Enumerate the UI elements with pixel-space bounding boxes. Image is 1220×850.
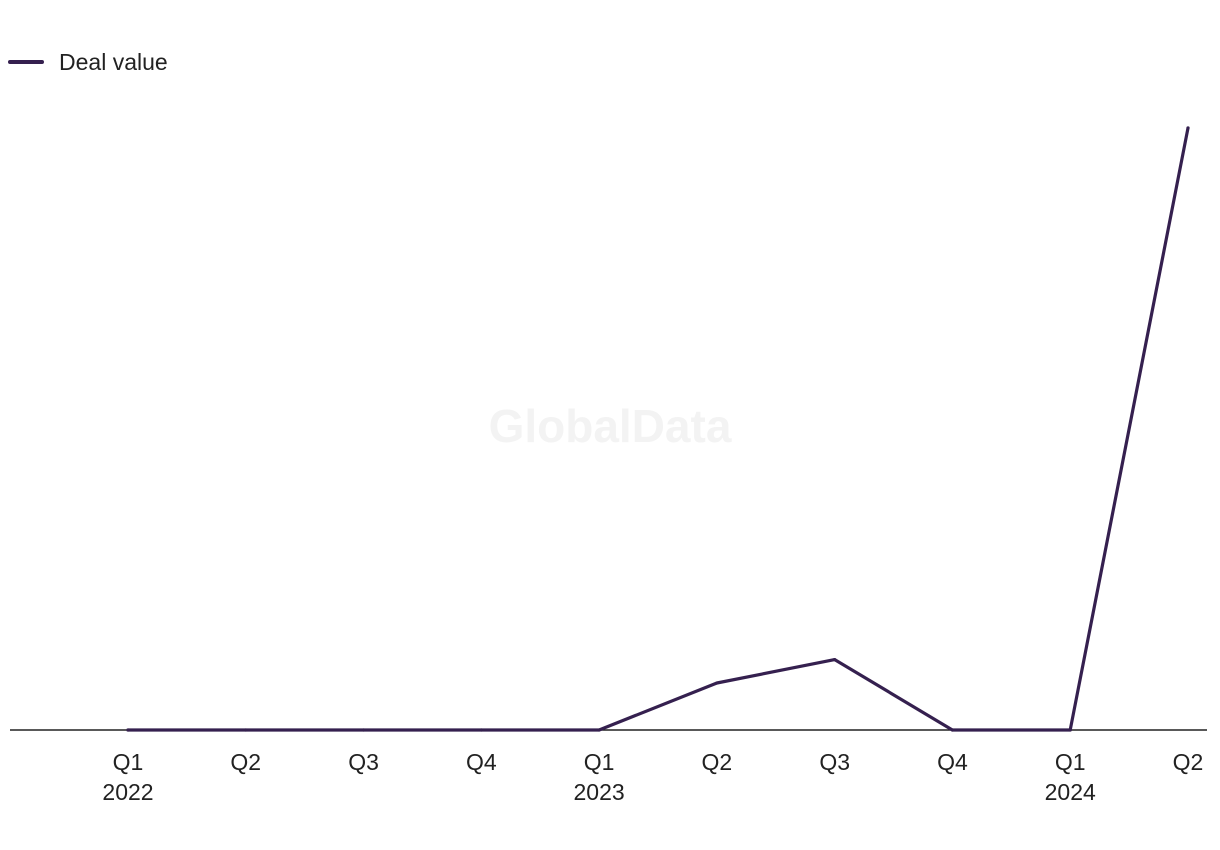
x-tick-label-quarter: Q3 <box>348 749 379 775</box>
data-point <box>833 657 837 662</box>
x-tick-label-year: 2024 <box>1045 779 1096 805</box>
data-point <box>597 728 601 732</box>
data-point <box>1068 728 1072 732</box>
legend: Deal value <box>8 49 168 75</box>
data-point <box>361 728 366 732</box>
x-tick-label-quarter: Q4 <box>937 749 968 775</box>
series-line-deal-value <box>126 126 1190 732</box>
data-point <box>479 728 483 732</box>
x-tick-label-quarter: Q2 <box>1173 749 1204 775</box>
x-tick-label-year: 2023 <box>574 779 625 805</box>
watermark-text: GlobalData <box>489 400 732 452</box>
x-tick-label-quarter: Q1 <box>584 749 615 775</box>
data-point <box>950 728 955 732</box>
data-point <box>126 728 130 732</box>
legend-label-deal-value: Deal value <box>59 49 168 75</box>
x-tick-label-quarter: Q1 <box>1055 749 1086 775</box>
x-axis-tick-labels: Q1 2022 Q2 Q3 Q4 Q1 2023 Q2 Q3 Q4 Q1 2024 Q2 <box>102 749 1203 805</box>
x-tick-label-quarter: Q4 <box>466 749 497 775</box>
x-tick-label-year: 2022 <box>102 779 153 805</box>
data-point <box>244 728 248 732</box>
data-point <box>715 681 719 685</box>
x-tick-label-quarter: Q2 <box>702 749 733 775</box>
x-tick-label-quarter: Q1 <box>113 749 144 775</box>
x-tick-label-quarter: Q2 <box>230 749 261 775</box>
series-layer <box>126 126 1190 732</box>
x-tick-label-quarter: Q3 <box>819 749 850 775</box>
data-point <box>1186 126 1190 130</box>
